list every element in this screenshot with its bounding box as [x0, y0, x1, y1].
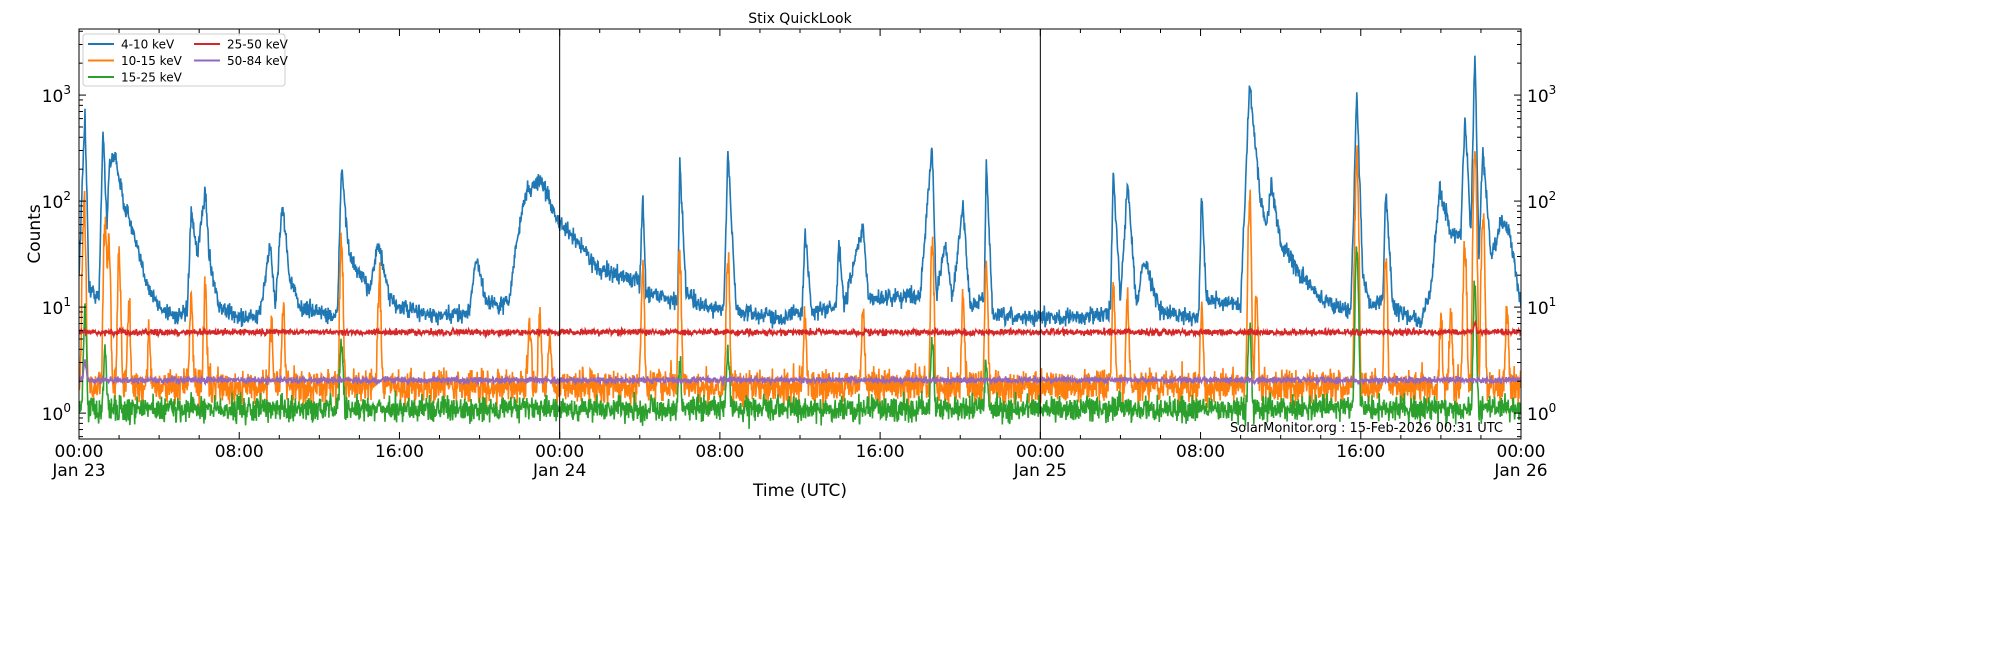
- x-tick-label: 16:00: [375, 442, 424, 462]
- y-tick-label: 100: [1527, 401, 1556, 425]
- legend-label: 4-10 keV: [121, 38, 175, 52]
- x-tick-label: 00:00: [535, 442, 584, 462]
- legend-label: 25-50 keV: [227, 38, 289, 52]
- x-tick-label: 00:00: [1497, 442, 1546, 462]
- chart-title: Stix QuickLook: [748, 11, 852, 27]
- x-tick-label: 16:00: [1336, 442, 1385, 462]
- plot-area: [79, 55, 1521, 429]
- legend-box: [82, 33, 286, 87]
- y-tick-label: 101: [1527, 295, 1556, 319]
- series-line-15-25-keV: [79, 246, 1521, 429]
- y-tick-label: 103: [42, 83, 71, 107]
- x-tick-label: 08:00: [215, 442, 264, 462]
- series-line-50-84-keV: [79, 359, 1521, 388]
- x-tick-date-label: Jan 23: [51, 461, 105, 481]
- y-tick-label: 100: [42, 401, 71, 425]
- x-tick-date-label: Jan 26: [1493, 461, 1547, 481]
- x-tick-label: 16:00: [856, 442, 905, 462]
- source-annotation: SolarMonitor.org : 15-Feb-2026 00:31 UTC: [1230, 421, 1503, 436]
- y-tick-label: 102: [1527, 189, 1556, 213]
- series-line-4-10-keV: [79, 55, 1521, 329]
- legend: 4-10 keV 10-15 keV 15-25 keV 25-50 keV 50-84…: [82, 33, 289, 87]
- x-tick-label: 00:00: [1016, 442, 1065, 462]
- x-tick-date-label: Jan 24: [532, 461, 586, 481]
- x-tick-label: 00:00: [55, 442, 104, 462]
- legend-label: 50-84 keV: [227, 54, 289, 68]
- y-tick-label: 102: [42, 189, 71, 213]
- x-axis-label: Time (UTC): [752, 481, 847, 501]
- legend-label: 10-15 keV: [121, 54, 183, 68]
- y-tick-label: 103: [1527, 83, 1556, 107]
- x-tick-label: 08:00: [695, 442, 744, 462]
- legend-label: 15-25 keV: [121, 71, 183, 85]
- x-tick-label: 08:00: [1176, 442, 1225, 462]
- y-axis-label: Counts: [25, 204, 45, 263]
- y-tick-label: 101: [42, 295, 71, 319]
- series-line-25-50-keV: [79, 319, 1521, 340]
- x-tick-date-label: Jan 25: [1013, 461, 1067, 481]
